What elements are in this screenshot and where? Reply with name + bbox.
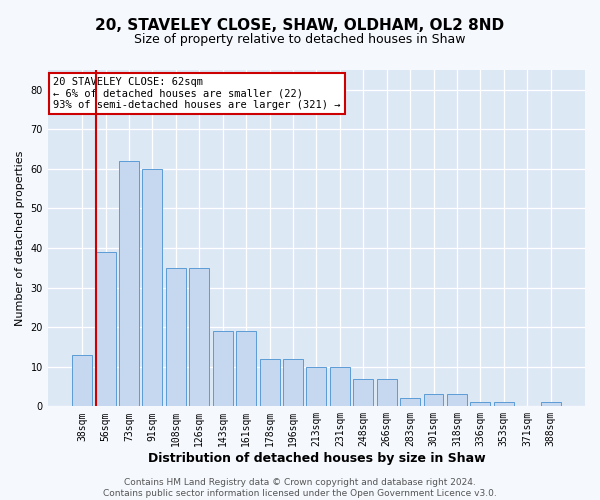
Text: Size of property relative to detached houses in Shaw: Size of property relative to detached ho… xyxy=(134,32,466,46)
Bar xyxy=(494,402,514,406)
Bar xyxy=(447,394,467,406)
Bar xyxy=(377,378,397,406)
Bar xyxy=(541,402,560,406)
Bar xyxy=(353,378,373,406)
Bar xyxy=(400,398,420,406)
Bar xyxy=(330,367,350,406)
Bar xyxy=(142,169,163,406)
Text: 20, STAVELEY CLOSE, SHAW, OLDHAM, OL2 8ND: 20, STAVELEY CLOSE, SHAW, OLDHAM, OL2 8N… xyxy=(95,18,505,32)
Bar xyxy=(470,402,490,406)
Bar xyxy=(72,355,92,406)
Bar xyxy=(236,331,256,406)
Text: Contains HM Land Registry data © Crown copyright and database right 2024.
Contai: Contains HM Land Registry data © Crown c… xyxy=(103,478,497,498)
Bar xyxy=(95,252,116,406)
Bar xyxy=(190,268,209,406)
Bar xyxy=(166,268,186,406)
Y-axis label: Number of detached properties: Number of detached properties xyxy=(15,150,25,326)
Bar xyxy=(283,359,303,406)
Bar xyxy=(424,394,443,406)
Bar xyxy=(213,331,233,406)
Text: 20 STAVELEY CLOSE: 62sqm
← 6% of detached houses are smaller (22)
93% of semi-de: 20 STAVELEY CLOSE: 62sqm ← 6% of detache… xyxy=(53,76,341,110)
X-axis label: Distribution of detached houses by size in Shaw: Distribution of detached houses by size … xyxy=(148,452,485,465)
Bar xyxy=(307,367,326,406)
Bar xyxy=(119,161,139,406)
Bar xyxy=(260,359,280,406)
